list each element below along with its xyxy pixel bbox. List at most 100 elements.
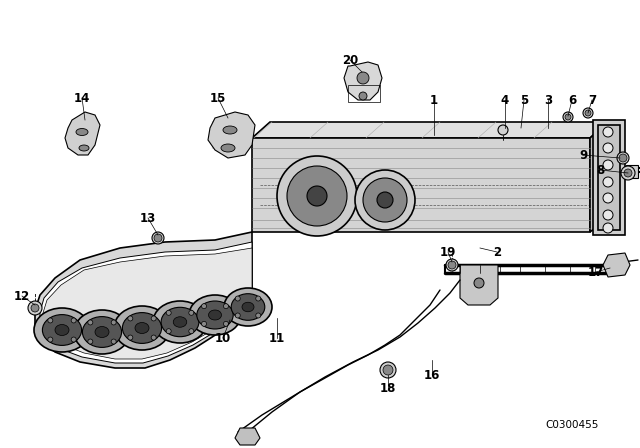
Polygon shape: [208, 112, 255, 158]
Ellipse shape: [585, 110, 591, 116]
Ellipse shape: [189, 295, 241, 335]
Ellipse shape: [221, 144, 235, 152]
Circle shape: [128, 335, 133, 340]
Text: 13: 13: [140, 211, 156, 224]
Ellipse shape: [209, 310, 221, 320]
Text: 3: 3: [544, 94, 552, 107]
Polygon shape: [593, 120, 625, 235]
Text: 17: 17: [588, 266, 604, 279]
Circle shape: [277, 156, 357, 236]
Circle shape: [448, 261, 456, 269]
Circle shape: [154, 234, 162, 242]
Circle shape: [355, 170, 415, 230]
Circle shape: [166, 329, 171, 334]
Polygon shape: [65, 112, 100, 155]
Ellipse shape: [223, 126, 237, 134]
Text: 18: 18: [380, 382, 396, 395]
Circle shape: [152, 232, 164, 244]
Circle shape: [619, 154, 627, 162]
Circle shape: [474, 278, 484, 288]
Circle shape: [446, 259, 458, 271]
Circle shape: [603, 177, 613, 187]
Circle shape: [48, 318, 53, 323]
Ellipse shape: [583, 108, 593, 118]
Circle shape: [48, 337, 53, 342]
Circle shape: [624, 169, 632, 177]
Circle shape: [617, 152, 629, 164]
Polygon shape: [590, 122, 608, 232]
Circle shape: [128, 316, 133, 321]
Text: 6: 6: [568, 94, 576, 107]
Ellipse shape: [153, 301, 207, 343]
Circle shape: [287, 166, 347, 226]
Ellipse shape: [95, 327, 109, 337]
Text: C0300455: C0300455: [545, 420, 598, 430]
Ellipse shape: [42, 314, 82, 345]
Circle shape: [383, 365, 393, 375]
Circle shape: [359, 92, 367, 100]
Circle shape: [603, 127, 613, 137]
Ellipse shape: [34, 308, 90, 352]
Ellipse shape: [76, 129, 88, 135]
Circle shape: [71, 337, 76, 342]
Polygon shape: [235, 428, 260, 445]
Circle shape: [223, 321, 228, 326]
Polygon shape: [35, 232, 252, 368]
Polygon shape: [252, 138, 590, 232]
Circle shape: [31, 304, 39, 312]
Circle shape: [202, 304, 207, 309]
Polygon shape: [43, 248, 252, 359]
Text: 1: 1: [430, 94, 438, 107]
Text: 12: 12: [14, 289, 30, 302]
Circle shape: [307, 186, 327, 206]
Polygon shape: [626, 165, 638, 178]
Ellipse shape: [74, 310, 130, 354]
Circle shape: [256, 313, 260, 318]
Circle shape: [88, 339, 93, 344]
Text: 11: 11: [269, 332, 285, 345]
Circle shape: [603, 143, 613, 153]
Circle shape: [603, 160, 613, 170]
Circle shape: [151, 335, 156, 340]
Text: 8: 8: [596, 164, 604, 177]
Circle shape: [88, 320, 93, 325]
Circle shape: [603, 210, 613, 220]
Polygon shape: [40, 242, 252, 363]
Ellipse shape: [224, 288, 272, 326]
Ellipse shape: [173, 317, 187, 327]
Circle shape: [28, 301, 42, 315]
Polygon shape: [460, 265, 498, 305]
Circle shape: [380, 362, 396, 378]
Text: 15: 15: [210, 91, 226, 104]
Ellipse shape: [242, 302, 254, 312]
Polygon shape: [344, 62, 382, 100]
Text: 16: 16: [424, 369, 440, 382]
Ellipse shape: [565, 114, 571, 120]
Text: 2: 2: [493, 246, 501, 258]
Text: 4: 4: [501, 94, 509, 107]
Text: 14: 14: [74, 91, 90, 104]
Circle shape: [236, 313, 240, 318]
Ellipse shape: [161, 307, 199, 337]
Circle shape: [223, 304, 228, 309]
Text: 20: 20: [342, 53, 358, 66]
Circle shape: [498, 125, 508, 135]
Ellipse shape: [135, 323, 149, 333]
Circle shape: [256, 296, 260, 301]
Circle shape: [202, 321, 207, 326]
Ellipse shape: [197, 301, 233, 329]
Circle shape: [603, 193, 613, 203]
Polygon shape: [603, 253, 630, 277]
Circle shape: [236, 296, 240, 301]
Circle shape: [603, 223, 613, 233]
Circle shape: [151, 316, 156, 321]
Ellipse shape: [83, 317, 122, 347]
Ellipse shape: [231, 294, 265, 320]
Text: 7: 7: [588, 94, 596, 107]
Circle shape: [166, 310, 171, 315]
Circle shape: [363, 178, 407, 222]
Circle shape: [357, 72, 369, 84]
Polygon shape: [598, 125, 620, 230]
Circle shape: [71, 318, 76, 323]
Ellipse shape: [79, 145, 89, 151]
